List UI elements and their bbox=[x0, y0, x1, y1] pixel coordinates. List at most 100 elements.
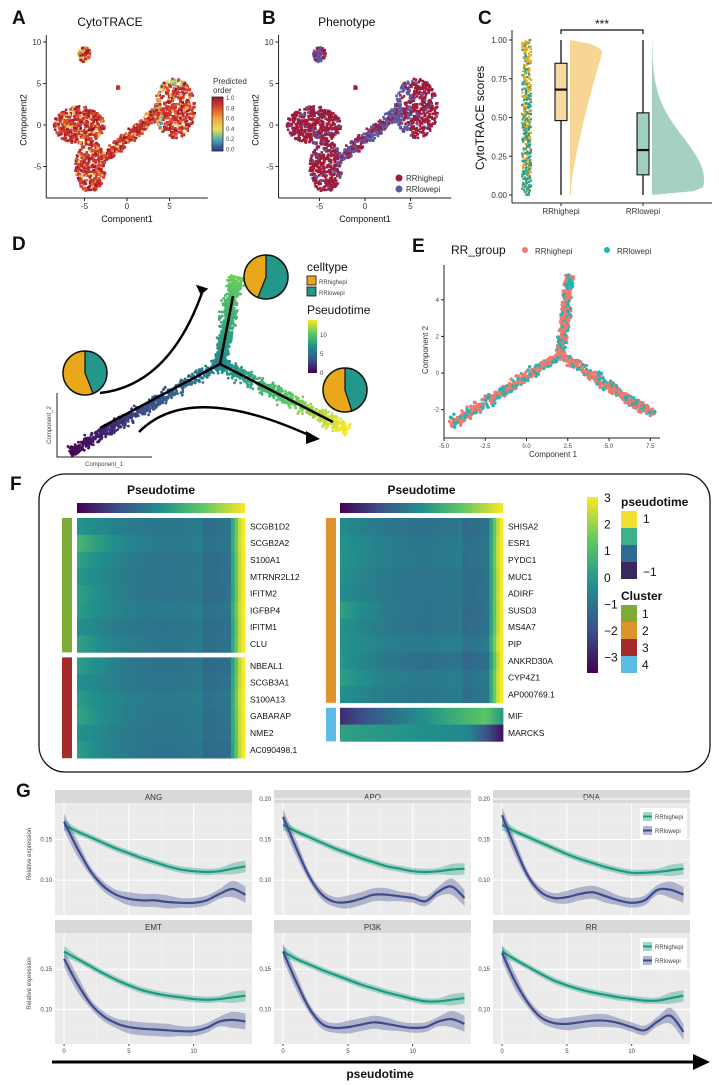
data-point bbox=[86, 49, 90, 53]
data-point bbox=[164, 127, 167, 131]
data-point bbox=[151, 396, 154, 399]
data-point bbox=[75, 106, 78, 109]
data-point bbox=[73, 107, 76, 111]
data-point bbox=[323, 126, 327, 130]
strip-point bbox=[525, 117, 529, 120]
data-point bbox=[295, 131, 299, 135]
data-point bbox=[328, 120, 331, 123]
data-point bbox=[84, 182, 88, 185]
strip-point bbox=[529, 50, 533, 53]
data-point bbox=[436, 111, 439, 115]
strip-point bbox=[526, 186, 529, 189]
data-point bbox=[171, 99, 174, 102]
data-point bbox=[141, 121, 145, 124]
data-point bbox=[100, 154, 103, 158]
x-axis-title: Component1 bbox=[101, 214, 153, 224]
data-point bbox=[210, 359, 213, 363]
data-point bbox=[130, 419, 134, 422]
data-point bbox=[348, 145, 351, 149]
data-point bbox=[434, 111, 437, 114]
data-point bbox=[323, 185, 327, 188]
legend-label: RRlowepi bbox=[406, 185, 440, 194]
data-point bbox=[145, 409, 149, 413]
data-point bbox=[409, 134, 413, 137]
data-point bbox=[329, 123, 333, 126]
data-point bbox=[333, 158, 336, 162]
data-point bbox=[312, 179, 315, 182]
data-point bbox=[110, 428, 114, 432]
data-point bbox=[81, 56, 85, 59]
data-point bbox=[179, 131, 182, 134]
data-point bbox=[148, 122, 151, 125]
data-point bbox=[412, 109, 416, 113]
data-point bbox=[54, 122, 57, 126]
data-point bbox=[156, 100, 159, 103]
data-point bbox=[426, 88, 430, 92]
data-point bbox=[313, 148, 317, 152]
x-tick-label: 5 bbox=[167, 202, 172, 211]
data-point bbox=[389, 114, 392, 117]
colorbar-tick-label: 0.6 bbox=[226, 117, 235, 123]
data-point bbox=[97, 144, 100, 147]
data-point bbox=[379, 119, 382, 122]
data-point bbox=[312, 163, 316, 167]
strip-point bbox=[529, 131, 532, 134]
data-point bbox=[104, 156, 107, 159]
strip-point bbox=[526, 150, 529, 154]
data-point bbox=[354, 85, 358, 88]
data-point bbox=[123, 424, 127, 427]
data-point bbox=[230, 327, 234, 331]
data-point bbox=[65, 112, 68, 115]
data-point bbox=[424, 85, 428, 89]
data-point bbox=[314, 56, 317, 60]
data-point bbox=[177, 121, 181, 125]
colorbar-title: Predicted bbox=[213, 77, 247, 86]
strip-point bbox=[524, 78, 528, 82]
data-point bbox=[162, 109, 166, 113]
data-point bbox=[90, 154, 94, 158]
data-point bbox=[340, 156, 344, 159]
data-point bbox=[317, 170, 320, 174]
data-point bbox=[65, 114, 69, 117]
panel-label-f: F bbox=[10, 474, 22, 495]
data-point bbox=[91, 113, 95, 116]
data-point bbox=[301, 139, 305, 142]
data-point bbox=[421, 87, 425, 90]
data-point bbox=[74, 140, 77, 143]
data-point bbox=[78, 114, 82, 117]
y-tick-label: 0.50 bbox=[491, 114, 507, 123]
data-point bbox=[303, 130, 306, 134]
data-point bbox=[307, 105, 310, 109]
data-point bbox=[305, 129, 309, 132]
strip-point bbox=[527, 168, 530, 172]
data-point bbox=[66, 115, 70, 119]
data-point bbox=[362, 141, 366, 144]
data-point bbox=[92, 131, 95, 134]
data-point bbox=[162, 388, 165, 392]
strip-point bbox=[525, 110, 528, 113]
data-point bbox=[328, 116, 331, 120]
data-point bbox=[315, 130, 318, 134]
data-point bbox=[335, 119, 339, 122]
data-point bbox=[64, 108, 68, 112]
strip-point bbox=[528, 176, 532, 180]
data-point bbox=[158, 90, 161, 94]
data-point bbox=[87, 445, 91, 448]
data-point bbox=[97, 170, 100, 173]
data-point bbox=[88, 116, 92, 120]
data-point bbox=[329, 118, 333, 121]
strip-point bbox=[528, 163, 531, 167]
data-point bbox=[87, 160, 91, 164]
data-point bbox=[157, 123, 160, 126]
strip-point bbox=[529, 92, 532, 95]
data-point bbox=[154, 104, 157, 108]
data-point bbox=[97, 160, 101, 163]
data-point bbox=[302, 113, 305, 116]
data-point bbox=[318, 119, 322, 122]
data-point bbox=[160, 96, 163, 100]
data-point bbox=[155, 94, 158, 98]
data-point bbox=[235, 301, 239, 305]
data-point bbox=[123, 145, 126, 148]
data-point bbox=[194, 369, 198, 373]
data-point bbox=[92, 180, 95, 183]
